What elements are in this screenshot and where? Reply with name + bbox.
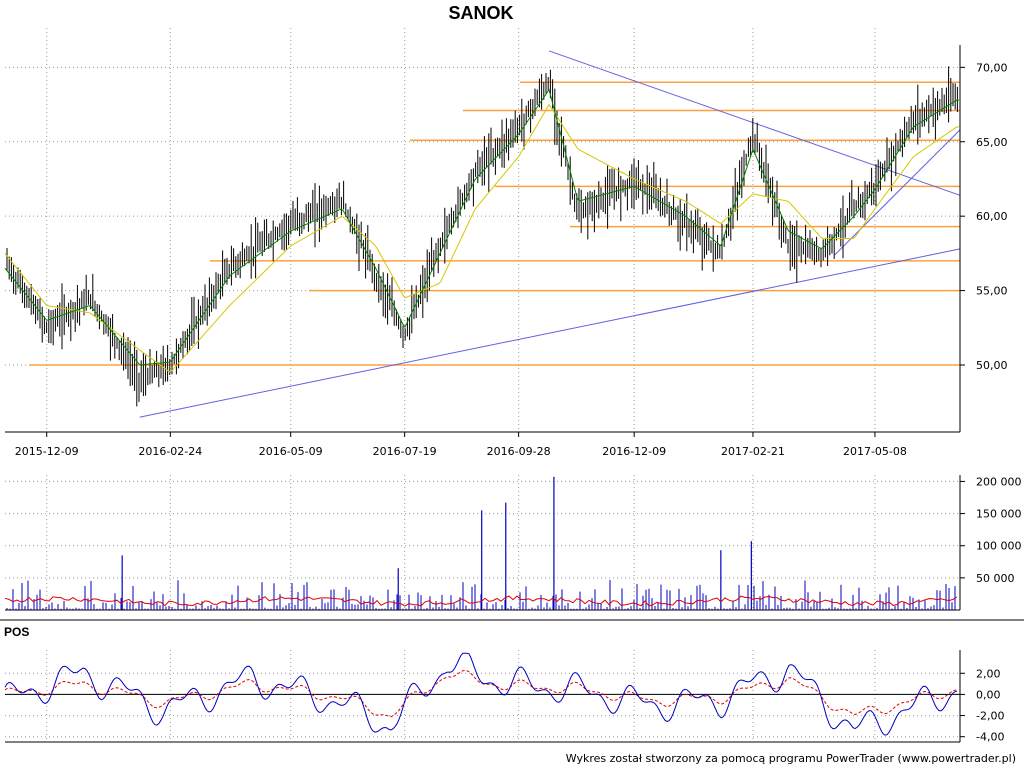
ma-long-line	[4, 103, 959, 373]
x-tick-label: 2017-02-21	[721, 445, 785, 458]
trend-line	[834, 129, 961, 256]
pos-y-tick-label: -2,00	[976, 710, 1004, 723]
y-tick-label: 70,00	[976, 61, 1008, 74]
volume-average-line	[4, 595, 958, 607]
y-tick-label: 55,00	[976, 285, 1008, 298]
y-tick-label: 50,00	[976, 359, 1008, 372]
volume-y-tick-label: 150 000	[976, 508, 1022, 521]
x-tick-label: 2016-02-24	[138, 445, 202, 458]
volume-panel: 50 000 100 000 150 000 200 000	[0, 475, 1024, 621]
pos-panel: POS -4,00 -2,00 0,00 2,00	[4, 625, 1004, 744]
volume-y-tick-label: 50 000	[976, 572, 1015, 585]
x-tick-label: 2016-07-19	[373, 445, 437, 458]
y-tick-label: 65,00	[976, 136, 1008, 149]
trend-line	[139, 248, 961, 418]
chart-title: SANOK	[448, 3, 513, 23]
x-tick-label: 2017-05-08	[843, 445, 907, 458]
x-tick-label: 2015-12-09	[15, 445, 79, 458]
pos-panel-label: POS	[4, 625, 29, 639]
volume-y-tick-label: 100 000	[976, 540, 1022, 553]
x-tick-label: 2016-05-09	[259, 445, 323, 458]
pos-signal-line	[4, 669, 958, 718]
pos-y-tick-label: 0,00	[976, 688, 1001, 701]
pos-y-tick-label: 2,00	[976, 667, 1001, 680]
trend-line	[548, 50, 961, 196]
footer-credit: Wykres został stworzony za pomocą progra…	[566, 752, 1016, 765]
price-panel: 2015-12-09 2016-02-24 2016-05-09 2016-07-19…	[4, 28, 1008, 458]
ma-short-line	[4, 88, 959, 366]
pos-y-tick-label: -4,00	[976, 731, 1004, 744]
y-tick-label: 60,00	[976, 210, 1008, 223]
volume-y-tick-label: 200 000	[976, 475, 1022, 488]
x-tick-label: 2016-12-09	[602, 445, 666, 458]
pos-line	[4, 652, 958, 736]
x-tick-label: 2016-09-28	[487, 445, 551, 458]
